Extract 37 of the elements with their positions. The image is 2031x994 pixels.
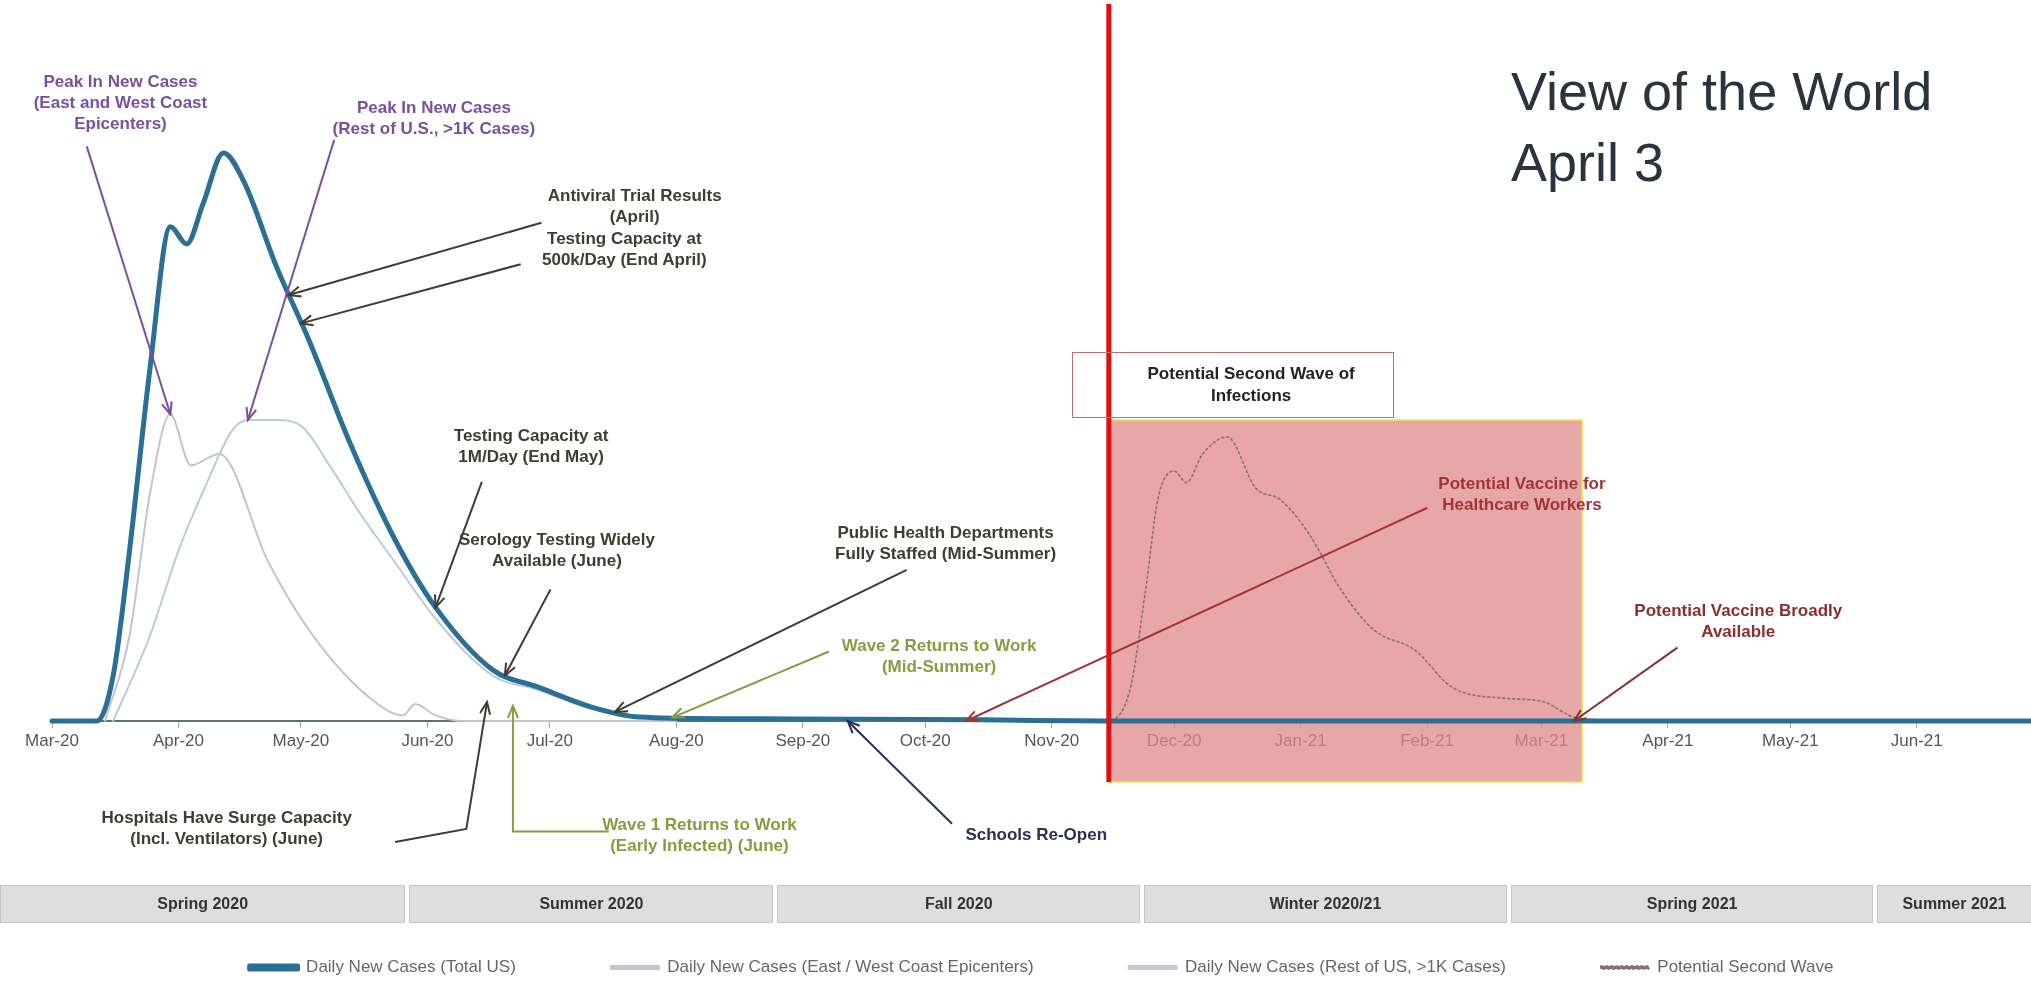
annotation: Wave 2 Returns to Work (Mid-Summer) [841, 635, 1037, 676]
x-tick-label: May-21 [1761, 730, 1819, 750]
annotation: Schools Re-Open [965, 825, 1108, 845]
annotation: Serology Testing Widely Available (June) [458, 529, 656, 570]
annotation: Testing Capacity at 1M/Day (End May) [453, 426, 609, 467]
annotation: Testing Capacity at 500k/Day (End April) [541, 229, 707, 270]
text: Spring 2020 [0, 885, 406, 923]
text: Spring 2021 [1510, 885, 1874, 923]
legend-label: Daily New Cases (East / West Coast Epicenters) [667, 957, 1034, 977]
x-tick-label: Jun-21 [1890, 730, 1943, 750]
x-tick-label: Oct-20 [899, 730, 951, 750]
legend-label: Daily New Cases (Rest of US, >1K Cases) [1185, 957, 1506, 977]
x-tick-label: Apr-21 [1642, 730, 1694, 750]
legend-label: Potential Second Wave [1657, 957, 1834, 977]
x-tick-label: Jul-20 [526, 730, 573, 750]
chart-subtitle: April 3 [1511, 131, 1666, 195]
text: Summer 2021 [1877, 885, 2031, 923]
annotation: Peak In New Cases (East and West Coast Epicenters) [33, 72, 208, 134]
annotation: Public Health Departments Fully Staffed (Mid-Summer) [835, 523, 1057, 564]
x-tick-label: Jun-20 [401, 730, 454, 750]
legend-label: Daily New Cases (Total US) [306, 957, 516, 977]
x-tick-label: Aug-20 [648, 730, 704, 750]
text: Winter 2020/21 [1144, 885, 1507, 923]
text: Summer 2020 [409, 885, 774, 923]
annotation: Potential Vaccine Broadly Available [1634, 600, 1843, 641]
text: Wave 1 Returns to Work (Early Infected) (June) [602, 814, 798, 855]
x-tick-label: Apr-20 [152, 730, 205, 750]
annotation: Antiviral Trial Results (April) [547, 186, 722, 227]
x-tick-label: Mar-20 [25, 730, 79, 750]
band-label: Potential Second Wave of Infections [1072, 352, 1394, 419]
text: Fall 2020 [777, 885, 1141, 923]
x-tick-label: Sep-20 [775, 730, 831, 750]
chart-title: View of the World [1511, 60, 1933, 123]
x-tick-label: Nov-20 [1024, 730, 1080, 750]
text: Hospitals Have Surge Capacity (Incl. Ventilators) (June) [101, 808, 353, 849]
annotation: Peak In New Cases (Rest of U.S., >1K Cases) [332, 98, 536, 139]
x-tick-label: May-20 [272, 730, 330, 750]
